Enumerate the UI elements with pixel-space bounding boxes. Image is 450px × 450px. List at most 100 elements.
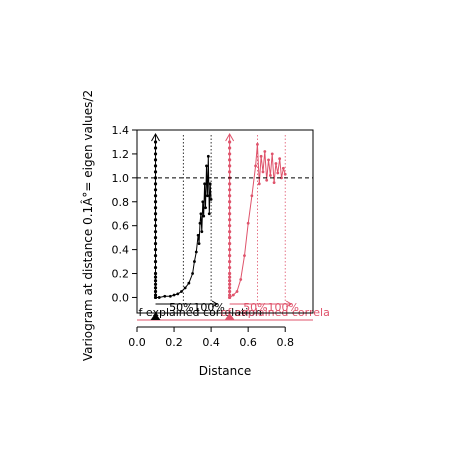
x-tick-label: 0.0 [128,336,146,349]
data-point [208,182,212,186]
data-point [153,170,158,174]
y-tick-label: 0.4 [112,244,130,257]
data-point [257,182,261,186]
data-point [201,200,205,204]
data-point [268,174,272,177]
data-point [267,158,270,162]
data-point [270,152,274,156]
data-point [254,164,257,168]
data-point [202,214,206,218]
data-point [206,194,209,198]
data-point [228,224,232,228]
x-axis-label: Distance [199,364,251,378]
data-point [193,260,196,263]
data-point [153,293,158,297]
x-axis: 0.0 0.2 0.4 0.6 0.8 [128,326,294,349]
data-point [198,221,202,225]
data-point [228,259,232,264]
data-point [168,294,172,298]
vertical-arrow-head [151,132,160,142]
x-tick-label: 0.2 [165,336,183,349]
data-point [153,158,158,162]
data-point [235,290,239,293]
data-point [231,293,235,297]
data-point [228,286,232,290]
y-tick-label: 1.4 [112,124,130,137]
data-point [153,242,158,246]
data-point [259,154,263,158]
data-point [228,271,232,276]
data-point [228,200,232,204]
data-point [276,171,280,175]
data-point [187,281,191,285]
data-point [228,152,232,156]
data-point [228,140,232,144]
data-point [228,289,232,294]
data-point [274,162,278,165]
y-tick-label: 0.8 [112,196,130,209]
data-point [228,158,232,162]
data-point [250,194,254,198]
data-point [207,212,211,216]
data-point [228,275,232,279]
base-triangle [150,313,161,320]
data-point [256,142,259,146]
data-point [194,250,198,254]
data-point [228,242,232,246]
data-point [176,292,180,296]
data-point [205,164,208,168]
data-point [153,279,158,283]
data-point [180,290,183,293]
data-point [272,181,276,185]
data-point [153,282,158,286]
y-axis-label: Variogram at distance 0.1Â°= eigen value… [80,90,95,361]
series-group-1: 50% 100%of explained correla [221,132,330,319]
data-point [283,172,287,176]
data-point [153,152,158,156]
data-point [153,188,158,192]
y-tick-label: 1.0 [112,172,130,185]
data-point [280,176,283,180]
data-point [153,218,158,222]
data-point [239,278,243,281]
data-point [153,253,158,258]
data-point [281,166,285,170]
data-point [153,286,158,290]
data-point [228,236,232,240]
y-tick-label: 0.6 [112,220,130,233]
data-point [153,248,158,252]
data-point [228,279,232,283]
y-axis: 0.0 0.2 0.4 0.6 0.8 1.0 1.2 1.4 [112,124,138,304]
x-tick-label: 0.6 [239,336,257,349]
data-point [200,230,204,234]
x-tick-label: 0.4 [202,336,220,349]
data-point [263,150,267,153]
data-point [206,154,210,158]
data-point [228,230,232,234]
data-point [154,296,157,299]
data-point [203,182,207,186]
data-point [228,146,232,150]
data-point [153,224,158,228]
data-point [278,157,282,161]
data-point [153,289,158,294]
data-point [153,212,158,216]
data-point [191,272,194,275]
data-point [228,282,232,286]
data-point [209,197,213,201]
data-point [204,206,207,210]
y-tick-label: 1.2 [112,148,130,161]
data-point [228,182,232,186]
data-point [197,242,201,246]
data-point [153,176,158,180]
data-point [153,206,158,210]
data-point [228,170,232,174]
data-point [153,200,158,204]
base-triangle [224,313,235,320]
data-point [153,271,158,276]
percent-arrow-head [211,300,219,308]
data-point [228,164,232,168]
x-tick-label: 0.8 [276,336,294,349]
